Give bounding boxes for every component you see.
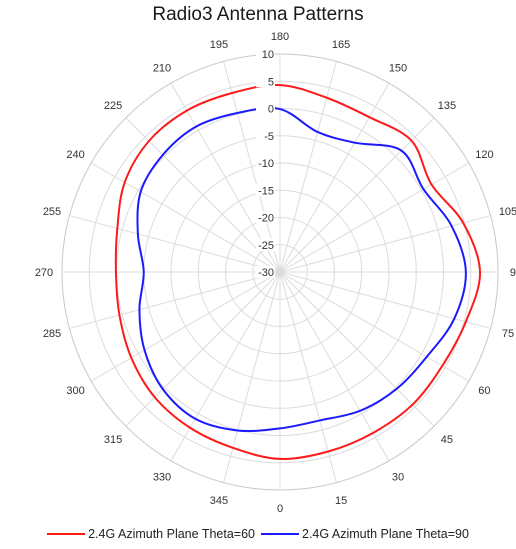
series-line-1 — [136, 106, 467, 433]
angle-tick-label-0: 0 — [277, 503, 283, 515]
angle-tick-label-225: 225 — [104, 100, 122, 112]
angle-tick-label-285: 285 — [43, 328, 61, 340]
angle-tick-label-150: 150 — [389, 63, 407, 75]
radial-tick-labels: -30 -25 -20 -15 -10 -5 0 5 10 — [256, 48, 275, 279]
legend-item-theta60: 2.4G Azimuth Plane Theta=60 — [47, 527, 255, 541]
radial-tick-label--10: -10 — [258, 158, 274, 170]
grid-ring-10 — [61, 53, 499, 491]
radial-tick-label--15: -15 — [258, 185, 274, 197]
legend-label-theta90: 2.4G Azimuth Plane Theta=90 — [302, 527, 469, 541]
angle-tick-label-60: 60 — [478, 385, 490, 397]
angle-tick-label-15: 15 — [335, 495, 347, 507]
radial-tick-bg--10 — [256, 157, 275, 169]
legend: 2.4G Azimuth Plane Theta=60 2.4G Azimuth… — [0, 524, 516, 544]
angle-tick-label-180: 180 — [271, 31, 289, 43]
grid-ring--20 — [225, 217, 335, 327]
radial-tick-bg-0 — [256, 102, 275, 115]
angle-tick-label-165: 165 — [332, 39, 350, 51]
legend-swatch-theta60 — [47, 533, 86, 535]
legend-item-theta90: 2.4G Azimuth Plane Theta=90 — [261, 527, 469, 541]
angle-tick-label-90: 90 — [510, 267, 516, 279]
angle-tick-labels: 0153045607590105120135150165180195210225… — [35, 31, 516, 515]
angle-tick-label-345: 345 — [210, 495, 228, 507]
radial-tick-bg--15 — [256, 184, 275, 197]
radial-tick-bg--20 — [256, 211, 275, 224]
polar-grid — [61, 53, 499, 491]
polar-chart: 0153045607590105120135150165180195210225… — [35, 31, 516, 515]
legend-label-theta60: 2.4G Azimuth Plane Theta=60 — [88, 527, 255, 541]
angle-tick-label-45: 45 — [441, 434, 453, 446]
legend-swatch-theta90 — [261, 533, 299, 535]
angle-tick-label-30: 30 — [392, 471, 404, 483]
radial-tick-label--20: -20 — [258, 213, 274, 225]
grid-ring--10 — [170, 162, 390, 382]
series-layer — [114, 84, 482, 460]
radial-tick-bg-10 — [256, 48, 275, 60]
angle-tick-label-105: 105 — [499, 206, 516, 218]
angle-tick-label-315: 315 — [104, 434, 122, 446]
angle-tick-label-210: 210 — [153, 63, 171, 75]
grid-ring-5 — [88, 80, 472, 464]
radial-tick-label-5: 5 — [268, 76, 274, 88]
radial-tick-label-10: 10 — [262, 49, 274, 61]
radial-tick-label--25: -25 — [258, 240, 274, 252]
grid-ring--15 — [197, 189, 363, 355]
angle-tick-label-255: 255 — [43, 206, 61, 218]
angle-tick-label-195: 195 — [210, 39, 228, 51]
angle-tick-label-270: 270 — [35, 267, 53, 279]
angle-tick-label-135: 135 — [438, 100, 456, 112]
chart-title: Radio3 Antenna Patterns — [152, 4, 364, 25]
series-line-0 — [114, 84, 482, 460]
angle-tick-label-300: 300 — [66, 385, 84, 397]
grid-ring--25 — [252, 244, 308, 300]
radial-tick-bg--5 — [256, 129, 275, 142]
angle-tick-label-120: 120 — [475, 149, 493, 161]
radial-tick-label-0: 0 — [268, 104, 274, 116]
angle-tick-label-75: 75 — [502, 328, 514, 340]
radial-tick-bg--30 — [256, 266, 275, 278]
radial-tick-label--5: -5 — [264, 131, 274, 143]
radial-tick-bg-5 — [256, 75, 275, 88]
radial-tick-bg--25 — [256, 238, 275, 251]
angle-tick-label-330: 330 — [153, 471, 171, 483]
radial-tick-label--30: -30 — [258, 267, 274, 279]
angle-tick-label-240: 240 — [66, 149, 84, 161]
